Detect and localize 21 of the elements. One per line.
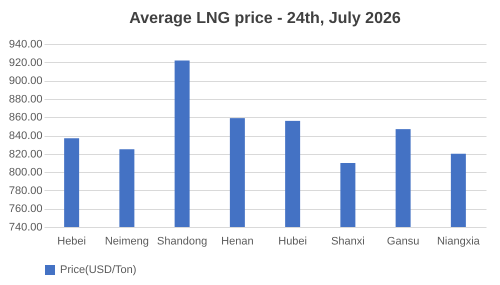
chart-title: Average LNG price - 24th, July 2026 <box>129 10 401 27</box>
x-tick-label: Neimeng <box>104 236 149 248</box>
x-tick-label: Hebei <box>57 236 86 248</box>
x-tick-label: Gansu <box>386 236 420 248</box>
y-tick-label: 800.00 <box>8 166 42 179</box>
y-tick-label: 920.00 <box>8 56 42 69</box>
y-tick-label: 740.00 <box>8 222 42 234</box>
x-tick-label: Hubei <box>278 236 307 248</box>
y-tick-label: 860.00 <box>8 112 42 124</box>
y-tick-label: 780.00 <box>8 184 42 197</box>
x-tick-label: Niangxia <box>436 236 481 248</box>
y-tick-label: 900.00 <box>8 75 42 88</box>
y-tick-label: 840.00 <box>8 130 42 142</box>
y-tick-label: 940.00 <box>8 38 42 50</box>
y-tick-label: 820.00 <box>8 148 42 160</box>
x-tick-label: Shanxi <box>331 236 365 248</box>
x-tick-label: Shandong <box>157 236 208 248</box>
y-tick-label: 760.00 <box>8 203 42 216</box>
y-tick-label: 880.00 <box>8 93 42 106</box>
legend-label: Price(USD/Ton) <box>60 264 136 276</box>
x-tick-label: Henan <box>221 236 254 248</box>
